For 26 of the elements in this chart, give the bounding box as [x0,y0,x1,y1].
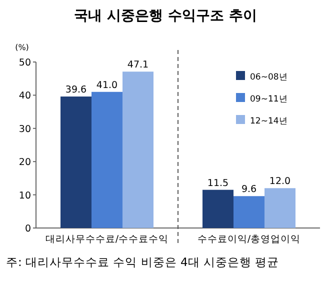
data-label: 41.0 [96,80,118,91]
y-axis-title: (%) [15,43,29,52]
bar [92,92,122,228]
bar [122,72,154,228]
data-label: 11.5 [207,178,229,189]
bar [264,188,296,228]
chart-title: 국내 시중은행 수익구조 추이 [74,8,257,24]
data-label: 9.6 [241,184,257,196]
y-tick-label: 50 [18,58,31,68]
data-label: 47.1 [127,60,149,71]
bar [234,196,264,228]
x-tick-label: 대리사무수수료/수수료수익 [45,234,169,245]
data-label: 39.6 [65,84,87,96]
bar [60,96,92,228]
data-label: 12.0 [269,176,291,188]
text: 주: 대리사무수수료 수익 비중은 4대 시중은행 평균 [6,255,280,269]
bar [202,190,234,228]
legend-label: 06~08년 [250,72,288,82]
y-tick-label: 10 [18,190,31,202]
legend-label: 12~14년 [250,116,288,126]
y-tick-label: 40 [18,90,31,102]
y-tick-label: 0 [24,224,31,234]
y-tick-label: 30 [18,124,31,135]
legend-label: 09~11년 [250,94,288,104]
x-tick-label: 수수료이익/총영업이익 [197,234,301,245]
y-tick-label: 20 [18,157,31,168]
